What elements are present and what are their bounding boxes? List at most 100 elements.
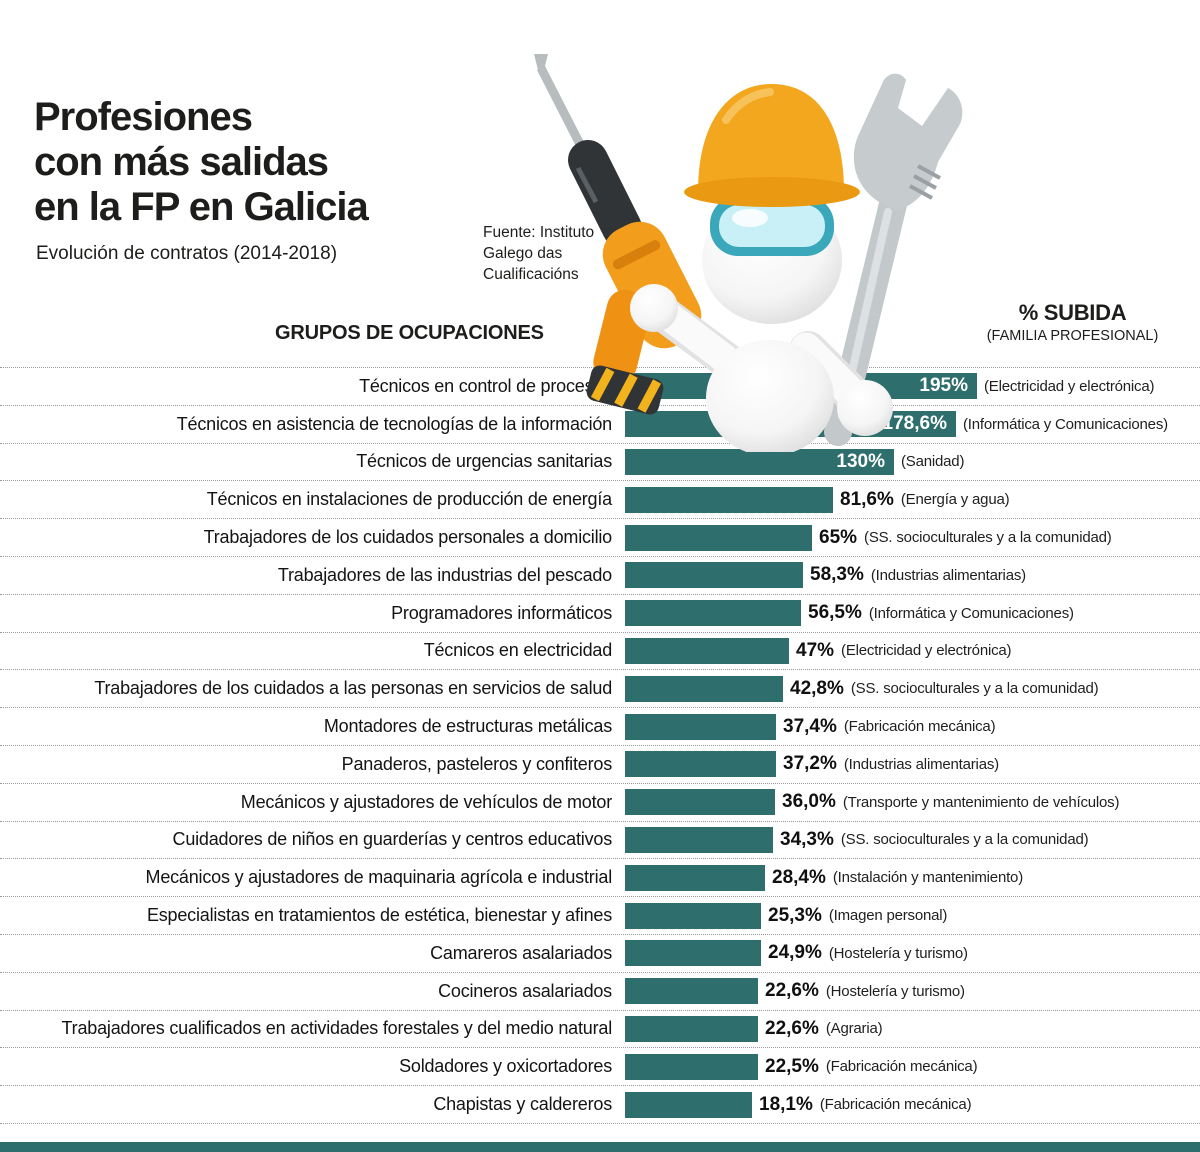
row-label: Técnicos en asistencia de tecnologías de…: [176, 413, 612, 434]
chart-row: Técnicos en electricidad 47% (Electricid…: [0, 631, 1200, 670]
column-header-occupations: GRUPOS DE OCUPACIONES: [275, 322, 544, 344]
chart-row: Soldadores y oxicortadores 22,5% (Fabric…: [0, 1047, 1200, 1085]
row-label: Soldadores y oxicortadores: [399, 1056, 612, 1077]
row-family-label: (Hostelería y turismo): [825, 982, 965, 1000]
row-value-outside: 18,1%: [759, 1093, 813, 1115]
row-bar-area: 22,6% (Hostelería y turismo): [625, 978, 1200, 1005]
row-bar-area: 18,1% (Fabricación mecánica): [625, 1091, 1200, 1118]
hard-hat-icon: [684, 84, 860, 207]
row-bar-area: 37,2% (Industrias alimentarias): [625, 751, 1200, 778]
row-bar-area: 58,3% (Industrias alimentarias): [625, 562, 1200, 589]
row-label: Montadores de estructuras metálicas: [323, 716, 612, 737]
row-bar: [625, 1015, 758, 1042]
row-value-outside: 65%: [819, 526, 858, 548]
row-value-outside: 22,6%: [765, 980, 819, 1002]
row-bar-area: 22,5% (Fabricación mecánica): [625, 1053, 1200, 1080]
row-bar: [625, 826, 773, 853]
chart-row: Panaderos, pasteleros y confiteros 37,2%…: [0, 744, 1200, 783]
row-bar: [625, 1091, 752, 1118]
row-bar-area: 47% (Electricidad y electrónica): [625, 637, 1200, 664]
chart-row: Programadores informáticos 56,5% (Inform…: [0, 593, 1200, 632]
row-bar: [625, 1053, 758, 1080]
row-bar: [625, 978, 758, 1005]
row-bar-area: 25,3% (Imagen personal): [625, 902, 1200, 929]
row-value-outside: 56,5%: [808, 602, 862, 624]
row-bar-area: 195% (Electricidad y electrónica): [625, 373, 1200, 400]
row-family-label: (SS. socioculturales y a la comunidad): [840, 831, 1089, 849]
row-bar-area: 28,4% (Instalación y mantenimiento): [625, 864, 1200, 891]
figure-head: [702, 196, 842, 324]
row-bar: 195%: [625, 373, 977, 400]
row-family-label: (Electricidad y electrónica): [841, 642, 1012, 660]
row-label: Técnicos en control de procesos: [359, 375, 612, 396]
row-bar: [625, 562, 803, 589]
row-label: Técnicos de urgencias sanitarias: [356, 451, 612, 472]
row-value-outside: 58,3%: [810, 564, 864, 586]
row-bar-area: 81,6% (Energía y agua): [625, 486, 1200, 513]
row-value-outside: 42,8%: [790, 677, 844, 699]
row-bar: 178,6%: [625, 411, 956, 438]
row-bar-area: 36,0% (Transporte y mantenimiento de veh…: [625, 789, 1200, 816]
row-value-inside: 195%: [919, 375, 968, 397]
row-family-label: (Informática y Comunicaciones): [963, 415, 1168, 433]
row-family-label: (Transporte y mantenimiento de vehículos…: [842, 793, 1120, 811]
row-label: Trabajadores de las industrias del pesca…: [277, 564, 612, 585]
row-label: Técnicos en instalaciones de producción …: [206, 489, 612, 510]
row-family-label: (Electricidad y electrónica): [984, 377, 1155, 395]
row-family-label: (Instalación y mantenimiento): [832, 869, 1023, 887]
row-bar: [625, 940, 761, 967]
row-label: Cuidadores de niños en guarderías y cent…: [172, 829, 613, 850]
row-family-label: (Industrias alimentarias): [870, 566, 1026, 584]
row-label: Trabajadores de los cuidados a las perso…: [94, 678, 612, 699]
row-label: Mecánicos y ajustadores de maquinaria ag…: [145, 867, 613, 888]
chart-row: Trabajadores cualificados en actividades…: [0, 1009, 1200, 1048]
chart-row: Montadores de estructuras metálicas 37,4…: [0, 707, 1200, 745]
row-family-label: (SS. socioculturales y a la comunidad): [850, 680, 1099, 698]
chart-row: Camareros asalariados 24,9% (Hostelería …: [0, 933, 1200, 972]
row-bar: [625, 864, 765, 891]
row-family-label: (Agraria): [825, 1020, 883, 1038]
row-label: Chapistas y caldereros: [433, 1094, 612, 1115]
column-header-pct: % SUBIDA (FAMILIA PROFESIONAL): [965, 300, 1180, 344]
chart-row: Técnicos en asistencia de tecnologías de…: [0, 404, 1200, 443]
row-value-outside: 47%: [796, 639, 835, 661]
source-note: Fuente: Instituto Galego das Cualificaci…: [483, 224, 595, 283]
row-family-label: (SS. socioculturales y a la comunidad): [864, 529, 1112, 547]
row-label: Trabajadores cualificados en actividades…: [61, 1018, 613, 1039]
chart-row: Mecánicos y ajustadores de maquinaria ag…: [0, 858, 1200, 896]
chart-row: Chapistas y caldereros 18,1% (Fabricació…: [0, 1085, 1200, 1123]
row-value-outside: 81,6%: [840, 488, 894, 510]
row-label: Técnicos en electricidad: [423, 640, 612, 661]
left-glove: [630, 284, 678, 332]
row-label: Trabajadores de los cuidados personales …: [203, 527, 613, 548]
chart-row: Trabajadores de los cuidados a las perso…: [0, 669, 1200, 707]
goggles-icon: [710, 196, 834, 256]
row-family-label: (Imagen personal): [828, 907, 948, 925]
row-bar-area: 37,4% (Fabricación mecánica): [625, 713, 1200, 740]
row-family-label: (Fabricación mecánica): [843, 718, 996, 736]
row-value-outside: 36,0%: [782, 791, 836, 813]
row-value-outside: 28,4%: [772, 866, 826, 888]
row-label: Especialistas en tratamientos de estétic…: [146, 905, 612, 926]
chart-row: Técnicos de urgencias sanitarias 130% (S…: [0, 442, 1200, 481]
row-value-outside: 22,5%: [765, 1055, 819, 1077]
row-family-label: (Sanidad): [901, 453, 965, 471]
row-bar: [625, 789, 775, 816]
row-family-label: (Informática y Comunicaciones): [868, 604, 1074, 622]
row-family-label: (Energía y agua): [900, 491, 1010, 509]
pct-header-subtitle: (FAMILIA PROFESIONAL): [986, 328, 1159, 344]
row-bar: 130%: [625, 448, 894, 475]
row-value-outside: 34,3%: [780, 828, 834, 850]
pct-header-title: % SUBIDA: [1018, 300, 1127, 325]
row-bar-area: 24,9% (Hostelería y turismo): [625, 940, 1200, 967]
row-value-inside: 130%: [836, 450, 885, 472]
row-label: Programadores informáticos: [391, 602, 612, 623]
page-subtitle: Evolución de contratos (2014-2018): [36, 243, 338, 264]
row-bar: [625, 675, 783, 702]
row-family-label: (Fabricación mecánica): [825, 1058, 978, 1076]
row-label: Mecánicos y ajustadores de vehículos de …: [240, 791, 612, 812]
footer-accent-bar: [0, 1142, 1200, 1152]
row-family-label: (Fabricación mecánica): [819, 1096, 972, 1114]
page-title: Profesiones con más salidas en la FP en …: [34, 95, 369, 229]
